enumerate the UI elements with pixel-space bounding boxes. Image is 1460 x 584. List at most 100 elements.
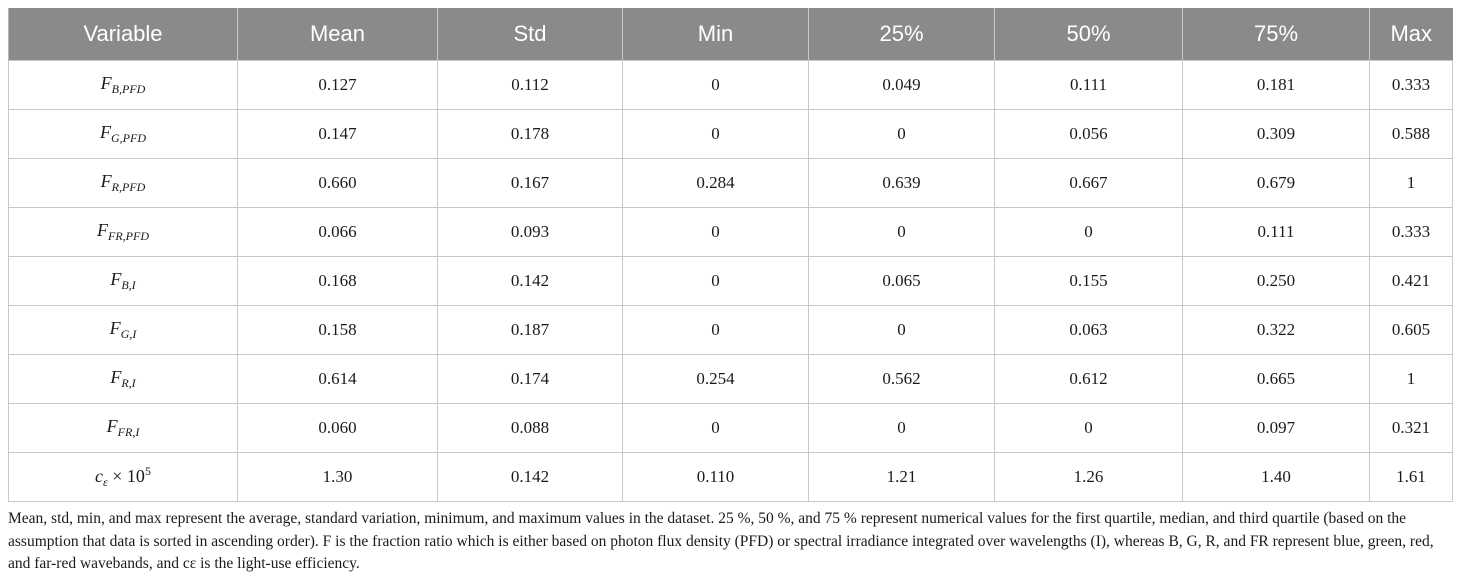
header-variable: Variable bbox=[8, 8, 238, 61]
variable-subscript: FR,PFD bbox=[108, 229, 149, 243]
q25-cell: 0.049 bbox=[808, 60, 995, 110]
q25-cell: 0.562 bbox=[808, 354, 995, 404]
std-cell: 0.093 bbox=[437, 207, 623, 257]
q25-cell: 0.639 bbox=[808, 158, 995, 208]
variable-subscript: R,I bbox=[121, 376, 136, 390]
variable-symbol: F bbox=[110, 367, 122, 387]
min-cell: 0 bbox=[622, 256, 809, 306]
header-q75: 75% bbox=[1182, 8, 1370, 61]
table-caption: Mean, std, min, and max represent the av… bbox=[8, 510, 1434, 572]
min-cell: 0 bbox=[622, 207, 809, 257]
variable-subscript: ε bbox=[103, 475, 108, 489]
header-std: Std bbox=[437, 8, 623, 61]
q75-cell: 0.309 bbox=[1182, 109, 1370, 159]
variable-subscript: FR,I bbox=[117, 425, 140, 439]
std-cell: 0.142 bbox=[437, 256, 623, 306]
variable-subscript: G,I bbox=[120, 327, 137, 341]
table-row: FB,PFD 0.127 0.112 0 0.049 0.111 0.181 0.333 bbox=[8, 60, 1453, 110]
max-cell: 1 bbox=[1369, 158, 1453, 208]
min-cell: 0 bbox=[622, 60, 809, 110]
mean-cell: 0.660 bbox=[237, 158, 438, 208]
variable-exponent: 5 bbox=[144, 464, 151, 478]
header-mean: Mean bbox=[237, 8, 438, 61]
table-container: Variable Mean Std Min 25% 50% 75% Max FB… bbox=[8, 8, 1453, 576]
std-cell: 0.142 bbox=[437, 452, 623, 502]
min-cell: 0.110 bbox=[622, 452, 809, 502]
q50-cell: 0.155 bbox=[994, 256, 1183, 306]
variable-symbol: F bbox=[106, 416, 118, 436]
variable-subscript: G,PFD bbox=[111, 131, 146, 145]
table-row: FG,PFD 0.147 0.178 0 0 0.056 0.309 0.588 bbox=[8, 109, 1453, 159]
table-row: FG,I 0.158 0.187 0 0 0.063 0.322 0.605 bbox=[8, 305, 1453, 355]
std-cell: 0.178 bbox=[437, 109, 623, 159]
q75-cell: 0.111 bbox=[1182, 207, 1370, 257]
min-cell: 0 bbox=[622, 305, 809, 355]
q25-cell: 0 bbox=[808, 109, 995, 159]
variable-cell: FB,PFD bbox=[8, 60, 238, 110]
q25-cell: 1.21 bbox=[808, 452, 995, 502]
variable-symbol: F bbox=[109, 318, 121, 338]
q75-cell: 0.250 bbox=[1182, 256, 1370, 306]
std-cell: 0.167 bbox=[437, 158, 623, 208]
variable-symbol: F bbox=[100, 122, 111, 142]
variable-multiplier: × 10 bbox=[107, 466, 145, 486]
max-cell: 0.421 bbox=[1369, 256, 1453, 306]
header-min: Min bbox=[622, 8, 809, 61]
mean-cell: 0.147 bbox=[237, 109, 438, 159]
max-cell: 1.61 bbox=[1369, 452, 1453, 502]
max-cell: 0.333 bbox=[1369, 207, 1453, 257]
max-cell: 0.321 bbox=[1369, 403, 1453, 453]
table-row: FFR,I 0.060 0.088 0 0 0 0.097 0.321 bbox=[8, 403, 1453, 453]
table-row: FFR,PFD 0.066 0.093 0 0 0 0.111 0.333 bbox=[8, 207, 1453, 257]
q50-cell: 0.056 bbox=[994, 109, 1183, 159]
variable-cell: FFR,I bbox=[8, 403, 238, 453]
std-cell: 0.174 bbox=[437, 354, 623, 404]
min-cell: 0 bbox=[622, 403, 809, 453]
std-cell: 0.112 bbox=[437, 60, 623, 110]
q25-cell: 0.065 bbox=[808, 256, 995, 306]
q50-cell: 0 bbox=[994, 207, 1183, 257]
variable-cell: FG,I bbox=[8, 305, 238, 355]
q50-cell: 1.26 bbox=[994, 452, 1183, 502]
q25-cell: 0 bbox=[808, 305, 995, 355]
variable-subscript: R,PFD bbox=[111, 180, 146, 194]
variable-symbol: F bbox=[100, 171, 112, 191]
statistics-table: Variable Mean Std Min 25% 50% 75% Max FB… bbox=[8, 8, 1453, 502]
header-row: Variable Mean Std Min 25% 50% 75% Max bbox=[8, 8, 1453, 61]
variable-symbol: F bbox=[110, 269, 122, 289]
mean-cell: 1.30 bbox=[237, 452, 438, 502]
mean-cell: 0.066 bbox=[237, 207, 438, 257]
header-max: Max bbox=[1369, 8, 1453, 61]
mean-cell: 0.127 bbox=[237, 60, 438, 110]
q50-cell: 0.111 bbox=[994, 60, 1183, 110]
std-cell: 0.187 bbox=[437, 305, 623, 355]
variable-cell: FB,I bbox=[8, 256, 238, 306]
min-cell: 0.254 bbox=[622, 354, 809, 404]
table-row: cε × 105 1.30 0.142 0.110 1.21 1.26 1.40 1.61 bbox=[8, 452, 1453, 502]
mean-cell: 0.060 bbox=[237, 403, 438, 453]
header-q25: 25% bbox=[808, 8, 995, 61]
q75-cell: 0.665 bbox=[1182, 354, 1370, 404]
min-cell: 0.284 bbox=[622, 158, 809, 208]
q75-cell: 1.40 bbox=[1182, 452, 1370, 502]
q75-cell: 0.097 bbox=[1182, 403, 1370, 453]
variable-subscript: B,I bbox=[121, 278, 136, 292]
mean-cell: 0.168 bbox=[237, 256, 438, 306]
q75-cell: 0.322 bbox=[1182, 305, 1370, 355]
q50-cell: 0.063 bbox=[994, 305, 1183, 355]
q25-cell: 0 bbox=[808, 207, 995, 257]
q50-cell: 0.612 bbox=[994, 354, 1183, 404]
q75-cell: 0.679 bbox=[1182, 158, 1370, 208]
header-q50: 50% bbox=[994, 8, 1183, 61]
variable-cell: FR,I bbox=[8, 354, 238, 404]
std-cell: 0.088 bbox=[437, 403, 623, 453]
q50-cell: 0 bbox=[994, 403, 1183, 453]
max-cell: 0.588 bbox=[1369, 109, 1453, 159]
variable-symbol: F bbox=[97, 220, 108, 240]
q75-cell: 0.181 bbox=[1182, 60, 1370, 110]
variable-symbol: F bbox=[100, 73, 112, 93]
mean-cell: 0.614 bbox=[237, 354, 438, 404]
variable-cell: FFR,PFD bbox=[8, 207, 238, 257]
table-row: FR,I 0.614 0.174 0.254 0.562 0.612 0.665 1 bbox=[8, 354, 1453, 404]
variable-cell: cε × 105 bbox=[8, 452, 238, 502]
